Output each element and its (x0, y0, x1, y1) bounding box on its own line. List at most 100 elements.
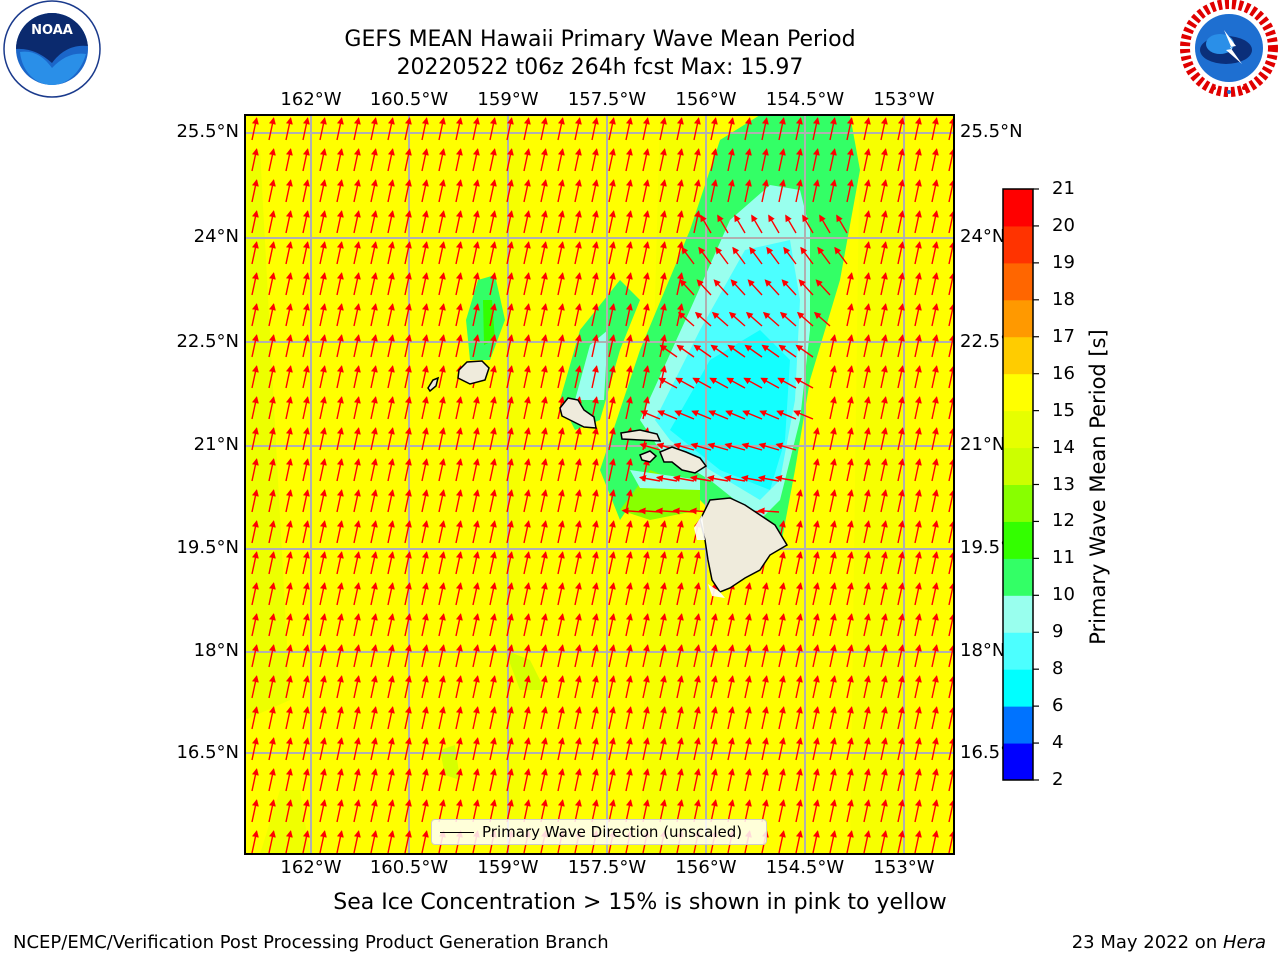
direction-arrow (659, 644, 667, 668)
direction-arrow (489, 241, 497, 265)
direction-arrow (370, 551, 378, 575)
direction-arrow (591, 706, 599, 730)
direction-arrow (268, 830, 276, 854)
direction-arrow (285, 830, 293, 854)
direction-arrow (608, 520, 616, 544)
direction-arrow (591, 148, 599, 172)
direction-arrow (251, 396, 259, 420)
direction-arrow (336, 644, 344, 668)
direction-arrow (506, 396, 514, 420)
direction-arrow (948, 427, 954, 451)
direction-arrow (251, 520, 259, 544)
direction-arrow (717, 214, 729, 234)
y-tick-left: 18°N (193, 640, 239, 661)
direction-arrow (676, 210, 684, 234)
direction-arrow (829, 582, 837, 606)
direction-arrow (353, 706, 361, 730)
direction-arrow (931, 768, 939, 792)
direction-arrow (387, 582, 395, 606)
direction-arrow (574, 768, 582, 792)
direction-arrow (404, 830, 412, 854)
direction-arrow (557, 582, 565, 606)
direction-arrow (897, 520, 905, 544)
direction-arrow (285, 520, 293, 544)
direction-arrow (863, 179, 871, 203)
direction-arrow (574, 675, 582, 699)
direction-arrow (829, 334, 837, 358)
direction-arrow (795, 520, 803, 544)
islands (427, 360, 789, 593)
direction-arrow (438, 117, 446, 141)
direction-arrow (540, 644, 548, 668)
direction-arrow (506, 706, 514, 730)
direction-arrow (455, 117, 463, 141)
direction-arrow (897, 489, 905, 513)
direction-arrow (676, 520, 684, 544)
direction-arrow (747, 279, 763, 296)
direction-arrow (693, 148, 701, 172)
direction-arrow (557, 210, 565, 234)
chart-subtitle: 20220522 t06z 264h fcst Max: 15.97 (396, 55, 804, 80)
direction-arrow (863, 489, 871, 513)
direction-arrow (251, 272, 259, 296)
direction-arrow (370, 706, 378, 730)
direction-arrow (693, 179, 701, 203)
direction-arrow (710, 799, 718, 823)
direction-arrow (557, 303, 565, 327)
direction-arrow (829, 675, 837, 699)
direction-arrow (438, 396, 446, 420)
direction-arrow (421, 458, 429, 482)
direction-arrow (319, 489, 327, 513)
direction-arrow (914, 551, 922, 575)
direction-arrow (353, 582, 361, 606)
direction-arrow (863, 799, 871, 823)
direction-arrow (914, 582, 922, 606)
direction-arrow (540, 582, 548, 606)
direction-arrow (540, 148, 548, 172)
direction-arrow (727, 644, 735, 668)
direction-arrow (659, 365, 667, 389)
direction-arrow (319, 272, 327, 296)
direction-arrow (251, 675, 259, 699)
direction-arrow (319, 520, 327, 544)
direction-arrow (302, 489, 310, 513)
direction-arrow (676, 551, 684, 575)
direction-arrow (438, 458, 446, 482)
direction-arrow (642, 210, 650, 234)
direction-arrow (781, 279, 797, 296)
direction-arrow (914, 644, 922, 668)
direction-arrow (863, 830, 871, 854)
y-tick-left: 22.5°N (176, 331, 239, 352)
direction-arrow (472, 489, 480, 513)
direction-arrow (727, 117, 735, 141)
direction-arrow (404, 148, 412, 172)
direction-arrow (880, 613, 888, 637)
island-hawaii (699, 497, 789, 593)
direction-arrow (608, 458, 616, 482)
direction-arrow (353, 830, 361, 854)
direction-arrow (455, 427, 463, 451)
colorbar-tick-label: 16 (1052, 362, 1075, 384)
direction-arrow (251, 148, 259, 172)
direction-arrow (948, 179, 954, 203)
direction-arrow (775, 442, 797, 451)
x-tick-bottom: 157.5°W (567, 857, 647, 878)
direction-arrow (574, 179, 582, 203)
direction-arrow (557, 241, 565, 265)
direction-arrow (948, 272, 954, 296)
direction-arrow (302, 148, 310, 172)
direction-arrow (749, 246, 763, 265)
direction-arrow (659, 520, 667, 544)
direction-arrow (387, 427, 395, 451)
direction-arrow (353, 458, 361, 482)
direction-arrow (523, 520, 531, 544)
direction-arrow (591, 334, 599, 358)
direction-arrow (455, 272, 463, 296)
direction-arrow (268, 210, 276, 234)
direction-arrow (829, 551, 837, 575)
direction-arrow (846, 768, 854, 792)
direction-arrow (642, 551, 650, 575)
direction-arrow (676, 737, 684, 761)
direction-arrow (523, 427, 531, 451)
direction-arrow (880, 582, 888, 606)
